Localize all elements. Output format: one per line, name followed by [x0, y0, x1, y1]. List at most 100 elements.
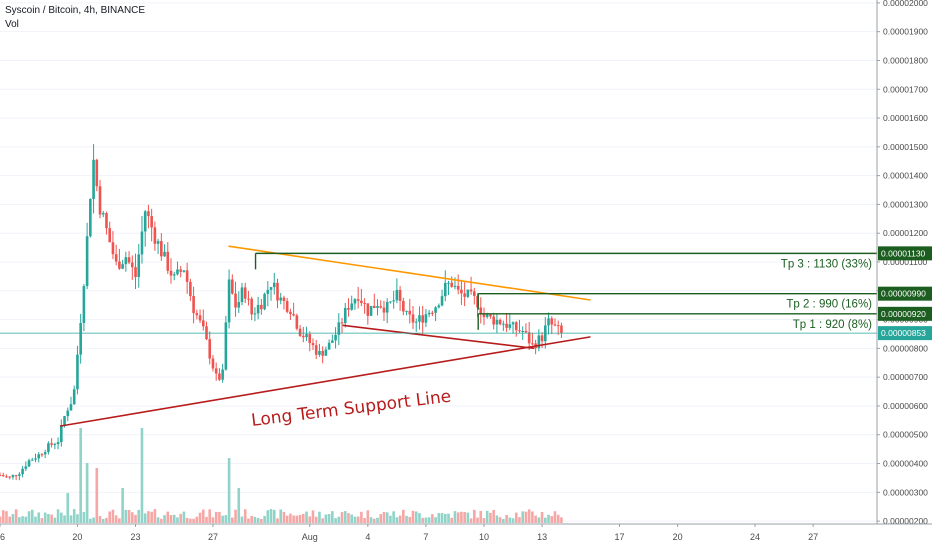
candle-body: [369, 305, 373, 316]
candle-body: [11, 475, 15, 478]
volume-bar: [82, 512, 86, 523]
candle-body: [182, 270, 186, 272]
volume-bar: [147, 511, 150, 523]
candle-body: [221, 369, 224, 380]
candle-body: [95, 159, 99, 187]
long-term-support-line[interactable]: [59, 336, 591, 427]
candle-body: [153, 227, 157, 244]
volume-bar: [369, 517, 373, 523]
volume-bar: [143, 513, 147, 523]
candle-body: [101, 213, 105, 215]
volume-bar: [389, 515, 392, 523]
volume-bar: [476, 517, 479, 523]
candle-body: [418, 315, 421, 322]
candle-body: [269, 287, 273, 290]
candle-body: [514, 322, 518, 331]
volume-bar: [192, 518, 195, 523]
volume-bar: [514, 512, 518, 523]
candle-body: [266, 289, 270, 294]
volume-bar: [198, 512, 202, 523]
candle-body: [527, 332, 531, 344]
volume-bar: [156, 517, 160, 523]
volume-bar: [118, 518, 121, 523]
candle-body: [34, 458, 37, 460]
candle-body: [47, 443, 50, 453]
volume-bar: [466, 512, 470, 523]
time-tick-label: 17: [615, 532, 625, 542]
candle-body: [340, 322, 344, 324]
price-badge: [878, 306, 932, 321]
candle-body: [421, 315, 424, 323]
volume-bar: [524, 511, 528, 523]
candle-body: [8, 476, 11, 478]
candle-body: [547, 318, 550, 326]
volume-bar: [69, 515, 73, 523]
candle-body: [169, 270, 173, 276]
candle-body: [511, 322, 515, 325]
volume-bar: [469, 518, 473, 523]
candle-body: [505, 323, 508, 328]
candle-body: [363, 303, 366, 305]
candle-body: [463, 293, 466, 297]
volume-bar: [547, 514, 550, 523]
volume-bar: [311, 510, 315, 523]
candle-body: [127, 257, 131, 263]
candle-body: [453, 285, 457, 287]
descending-resistance-line[interactable]: [228, 245, 591, 301]
volume-bar: [379, 514, 383, 523]
price-badge-label: 0.00000853: [881, 328, 926, 338]
candle-body: [560, 325, 563, 334]
candle-body: [1, 475, 5, 477]
volume-bar: [431, 514, 434, 523]
candle-body: [218, 373, 221, 380]
price-tick-label: 0.00002000: [883, 0, 928, 8]
volume-bar: [424, 517, 428, 523]
candle-body: [124, 257, 128, 265]
volume-bar: [208, 509, 212, 523]
volume-bar: [218, 511, 221, 523]
candle-body: [63, 416, 66, 426]
candle-body: [440, 296, 444, 306]
candle-body: [356, 299, 360, 301]
volume-bar: [85, 463, 89, 523]
candle-body: [256, 304, 260, 314]
candle-body: [176, 269, 179, 275]
candle-body: [82, 286, 86, 324]
support-line-annotation: Long Term Support Line: [250, 387, 452, 431]
volume-bar: [421, 517, 424, 523]
candle-body: [411, 314, 415, 323]
volume-bar: [227, 458, 231, 523]
price-tick-label: 0.00000800: [883, 343, 928, 353]
candle-body: [508, 324, 512, 328]
candle-body: [518, 330, 521, 332]
volume-bar: [331, 511, 334, 523]
candle-body: [382, 307, 386, 313]
candle-body: [524, 330, 528, 333]
volume-bar: [537, 517, 541, 523]
short-support-line[interactable]: [342, 324, 535, 350]
candle-body: [424, 314, 428, 323]
candle-body: [385, 301, 389, 313]
volume-bar: [53, 517, 57, 523]
price-badge: [878, 326, 932, 341]
candle-body: [214, 368, 218, 374]
candle-body: [111, 242, 115, 255]
candle-body: [30, 459, 34, 461]
candle-body: [69, 404, 73, 411]
candle-body: [495, 319, 499, 325]
volume-bar: [92, 517, 95, 523]
candle-body: [166, 251, 170, 271]
volume-bar: [34, 516, 37, 523]
volume-bar: [534, 515, 537, 523]
volume-bar: [50, 514, 53, 523]
volume-bar: [531, 511, 534, 523]
price-tick-label: 0.00001800: [883, 55, 928, 65]
candle-body: [289, 311, 292, 315]
volume-bar: [382, 512, 386, 523]
volume-bar: [24, 516, 28, 523]
candle-body: [263, 293, 266, 310]
volume-bar: [356, 516, 360, 523]
candle-body: [466, 289, 470, 297]
volume-bar: [111, 509, 115, 523]
